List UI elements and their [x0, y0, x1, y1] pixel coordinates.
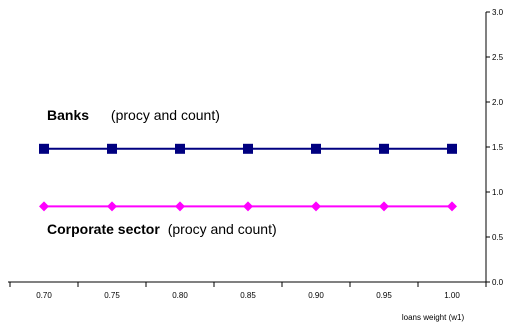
- corporate-annotation: Corporate sector (procy and count): [47, 221, 277, 237]
- corporate-annotation-bold: Corporate sector: [47, 221, 160, 237]
- y-tick-label: 1.5: [492, 143, 504, 152]
- data-point-diamond: [311, 201, 321, 212]
- data-point-diamond: [447, 201, 457, 212]
- x-axis-title: loans weight (w1): [402, 313, 465, 322]
- data-point-square: [243, 143, 253, 154]
- banks-annotation-text: (procy and count): [111, 107, 220, 123]
- x-tick-label: 0.85: [240, 291, 256, 300]
- x-tick-label: 0.90: [308, 291, 324, 300]
- data-point-square: [107, 143, 117, 154]
- y-tick-label: 1.0: [492, 188, 504, 197]
- series-layer: [39, 143, 457, 212]
- data-point-square: [39, 143, 49, 154]
- y-tick-label: 0.5: [492, 233, 504, 242]
- y-tick-label: 2.5: [492, 53, 504, 62]
- axes: 0.70 0.75 0.80 0.85 0.90 0.95 1.00 0.0 0.5 1.0 1.5…: [8, 8, 504, 300]
- data-point-diamond: [243, 201, 253, 212]
- data-point-square: [447, 143, 457, 154]
- data-point-diamond: [39, 201, 49, 212]
- y-tick-label: 2.0: [492, 98, 504, 107]
- corporate-annotation-text: (procy and count): [168, 221, 277, 237]
- banks-annotation: Banks (procy and count): [47, 107, 220, 123]
- data-point-diamond: [379, 201, 389, 212]
- data-point-diamond: [175, 201, 185, 212]
- data-point-square: [379, 143, 389, 154]
- x-tick-label: 0.95: [376, 291, 392, 300]
- banks-annotation-bold: Banks: [47, 107, 89, 123]
- y-tick-label: 3.0: [492, 8, 504, 17]
- y-tick-label: 0.0: [492, 278, 504, 287]
- x-tick-label: 0.80: [172, 291, 188, 300]
- x-tick-label: 0.75: [104, 291, 120, 300]
- data-point-diamond: [107, 201, 117, 212]
- x-tick-label: 1.00: [444, 291, 460, 300]
- data-point-square: [311, 143, 321, 154]
- data-point-square: [175, 143, 185, 154]
- x-tick-label: 0.70: [36, 291, 52, 300]
